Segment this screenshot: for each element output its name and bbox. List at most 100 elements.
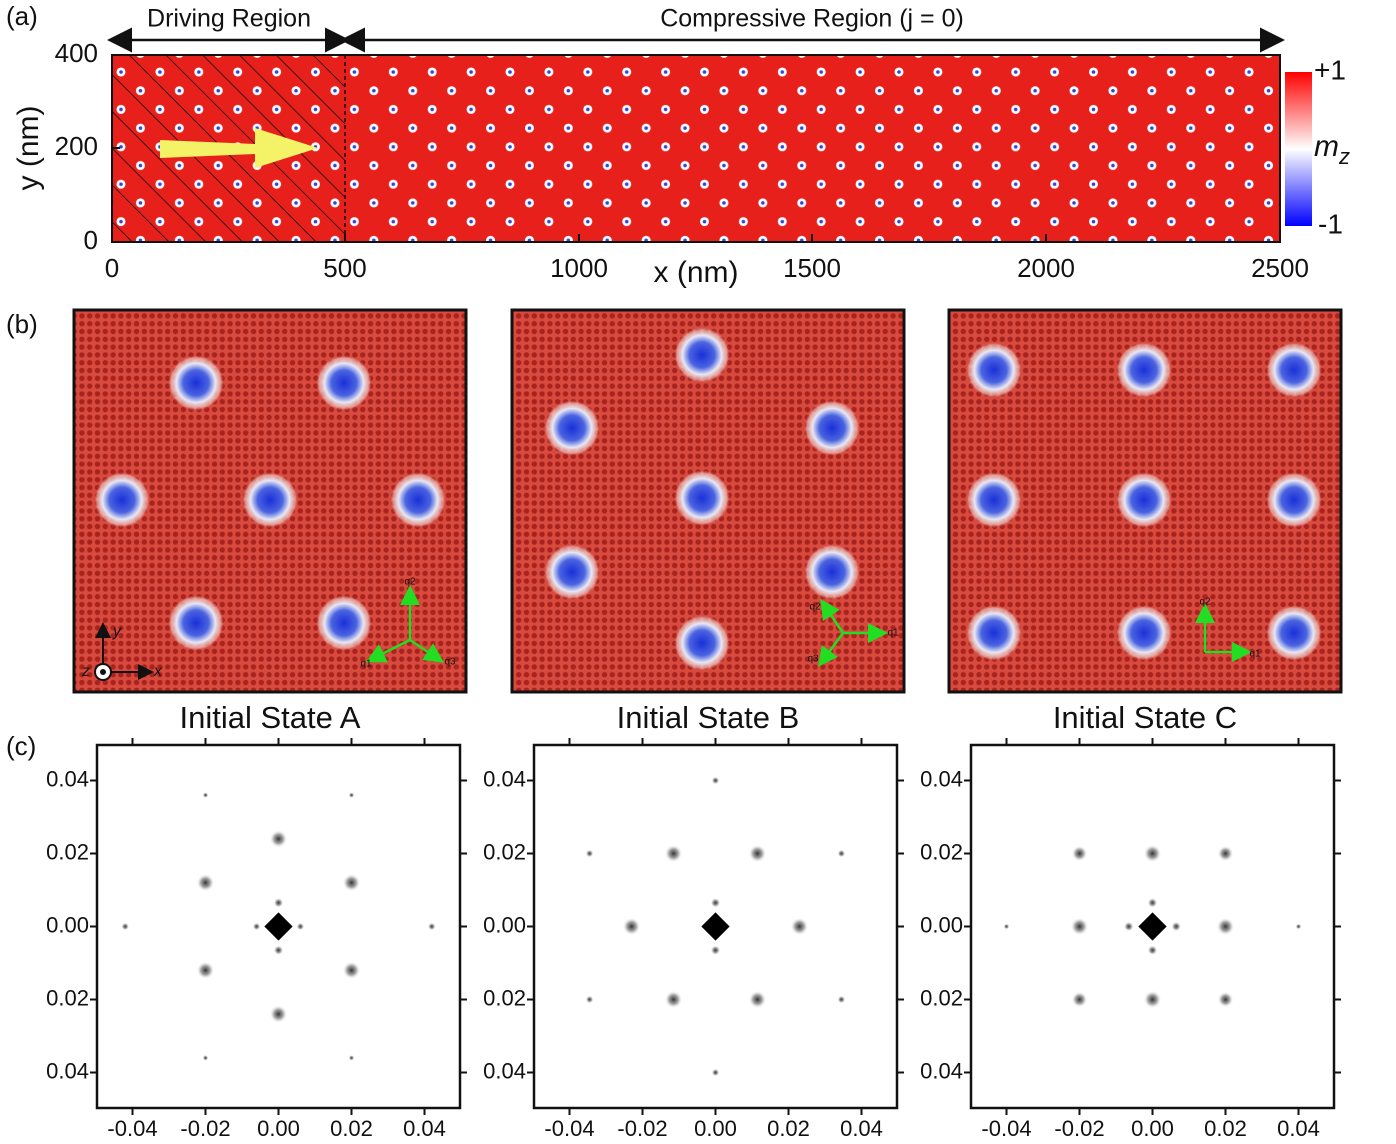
fft-spot [269, 1005, 288, 1024]
fft-spot [711, 776, 720, 785]
x-tick-label: 0.00 [694, 1116, 737, 1141]
panel-label: (c) [6, 731, 36, 761]
skyrmion [390, 472, 446, 528]
fft-spot [711, 1068, 720, 1077]
skyrmion [674, 327, 730, 383]
fft-spot [121, 922, 130, 931]
fft-spot [196, 873, 215, 892]
q-label: q1 [887, 628, 899, 639]
fft-spot [252, 922, 261, 931]
fft-spot [1003, 923, 1010, 930]
q-label: q2 [1199, 597, 1211, 608]
fft-peak [1138, 912, 1167, 941]
fft-spot [348, 792, 355, 799]
skyrmion [804, 400, 860, 456]
fft-spot [1143, 844, 1162, 863]
x-tick-label: 0.04 [403, 1116, 446, 1141]
skyrmion [1266, 472, 1322, 528]
q-label: q1 [1249, 649, 1261, 660]
fft-spot [837, 849, 846, 858]
fft-spot [1147, 945, 1158, 956]
fft-spot [1071, 991, 1088, 1008]
axis-label: z [81, 663, 90, 680]
skyrmion [168, 355, 224, 411]
fft-spot [1070, 917, 1089, 936]
y-tick-label: 400 [55, 38, 98, 68]
panel-title: Initial State B [617, 700, 800, 735]
region-label: Compressive Region (j = 0) [660, 5, 964, 33]
y-tick-label: 0.04 [46, 1058, 89, 1083]
panel-frame [72, 308, 468, 694]
skyrmion [316, 355, 372, 411]
skyrmion [1266, 342, 1322, 398]
y-tick-label: 0.04 [483, 766, 526, 791]
x-tick-label: 0.00 [257, 1116, 300, 1141]
y-tick-label: 0.00 [46, 912, 89, 937]
fft-spot [585, 995, 594, 1004]
x-tick-label: 2500 [1251, 253, 1309, 283]
fft-spot [664, 844, 683, 863]
y-tick-label: 0.04 [920, 1058, 963, 1083]
q-label: q3 [807, 654, 819, 665]
fft-spot [748, 990, 767, 1009]
fft-spot [1295, 923, 1302, 930]
region-label: Driving Region [147, 5, 311, 33]
fft-spot [1143, 990, 1162, 1009]
colorbar [1285, 72, 1312, 226]
y-tick-label: 200 [55, 131, 98, 161]
skyrmion [242, 472, 298, 528]
fft-spot [342, 873, 361, 892]
fft-spot [269, 829, 288, 848]
panel-label: (b) [6, 309, 38, 339]
q-label: q2 [809, 602, 821, 613]
x-tick-label: 0 [105, 253, 119, 283]
q-label: q3 [444, 657, 456, 668]
fft-spot [710, 897, 721, 908]
fft-spot [1071, 845, 1088, 862]
x-tick-label: -0.02 [180, 1116, 230, 1141]
panel-label: (a) [6, 1, 38, 31]
x-tick-label: 0.02 [767, 1116, 810, 1141]
fft-spot [790, 917, 809, 936]
fft-spot [1123, 921, 1134, 932]
x-tick-label: -0.02 [617, 1116, 667, 1141]
panel-frame [510, 308, 906, 694]
fft-spot [622, 917, 641, 936]
panel-title: Initial State C [1053, 700, 1237, 735]
x-tick-label: 0.04 [840, 1116, 883, 1141]
x-tick-label: 0.02 [1204, 1116, 1247, 1141]
y-tick-label: 0.02 [46, 985, 89, 1010]
x-tick-label: 0.02 [330, 1116, 373, 1141]
skyrmion [94, 472, 150, 528]
fft-spot [202, 1054, 209, 1061]
fft-spot [427, 922, 436, 931]
fft-spot [1216, 917, 1235, 936]
x-tick-label: 500 [323, 253, 366, 283]
q-vector [818, 632, 845, 668]
skyrmion [966, 472, 1022, 528]
skyrmion [1266, 605, 1322, 661]
y-tick-label: 0 [84, 225, 98, 255]
colorbar-min: -1 [1318, 208, 1343, 239]
fft-spot [348, 1054, 355, 1061]
colorbar-label-sub: z [1338, 144, 1350, 169]
fft-spot [273, 897, 284, 908]
x-tick-label: -0.04 [107, 1116, 157, 1141]
panel-title: Initial State A [180, 700, 361, 735]
axis-label: x [153, 663, 163, 680]
x-tick-label: -0.02 [1054, 1116, 1104, 1141]
x-tick-label: 1500 [783, 253, 841, 283]
axis-label: y [112, 623, 122, 640]
y-tick-label: 0.04 [483, 1058, 526, 1083]
x-tick-label: 0.04 [1277, 1116, 1320, 1141]
fft-spot [837, 995, 846, 1004]
fft-spot [1171, 921, 1182, 932]
fft-spot [1217, 991, 1234, 1008]
y-tick-label: 0.02 [920, 985, 963, 1010]
y-tick-label: 0.02 [46, 839, 89, 864]
q-vector [365, 638, 411, 663]
x-tick-label: -0.04 [981, 1116, 1031, 1141]
fft-spot [342, 961, 361, 980]
fft-spot [1147, 897, 1158, 908]
